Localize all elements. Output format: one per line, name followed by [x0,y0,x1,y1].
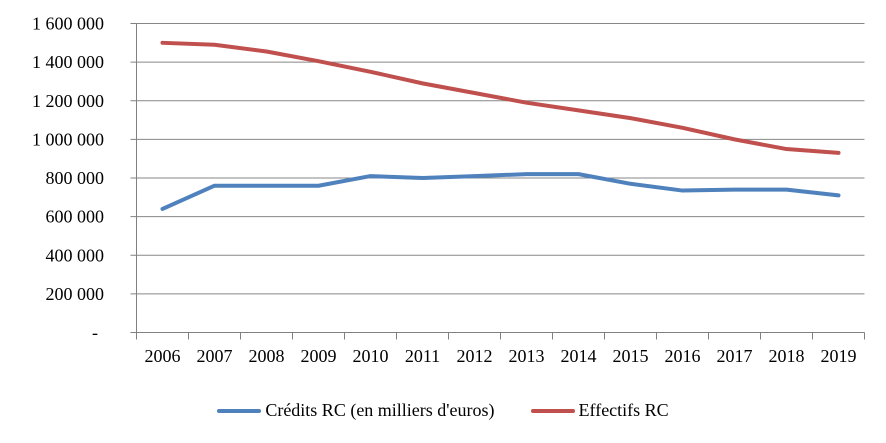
legend-item-effectifs: Effectifs RC [530,400,669,421]
series-line-1 [160,40,841,155]
x-axis-label: 2012 [457,346,493,366]
x-axis-label: 2019 [821,346,857,366]
legend: Crédits RC (en milliers d'euros) Effecti… [0,400,886,421]
axes [136,23,865,340]
series-lines [160,40,841,211]
x-axis-label: 2008 [249,346,285,366]
gridlines [136,23,865,295]
x-axis-label: 2018 [769,346,805,366]
series-line-0 [160,172,841,211]
y-axis-label: - [92,323,98,343]
legend-line-marker-blue [217,408,262,413]
y-axis-label: 1 400 000 [32,52,104,72]
x-axis-label: 2015 [613,346,649,366]
x-axis-label: 2009 [301,346,337,366]
y-axis-label: 1 600 000 [32,14,104,34]
x-axis-label: 2017 [717,346,753,366]
legend-line-marker-red [530,408,575,413]
x-axis-label: 2010 [353,346,389,366]
axis-ticks [130,23,865,340]
x-axis-label: 2016 [665,346,701,366]
y-axis-label: 1 200 000 [32,91,104,111]
y-axis-label: 200 000 [46,284,105,304]
y-axis-labels: - 200 000 400 000 600 000 800 000 1 000 000 1 … [32,14,104,343]
x-axis-label: 2014 [561,346,597,366]
legend-label-credits: Crédits RC (en milliers d'euros) [265,400,495,420]
legend-label-effectifs: Effectifs RC [578,400,669,420]
x-axis-label: 2007 [197,346,233,366]
y-axis-label: 600 000 [46,207,105,227]
x-axis-label: 2006 [145,346,181,366]
y-axis-label: 400 000 [46,245,105,265]
legend-item-credits: Crédits RC (en milliers d'euros) [217,400,495,421]
x-axis-label: 2013 [509,346,545,366]
y-axis-label: 800 000 [46,168,105,188]
x-axis-label: 2011 [405,346,440,366]
x-axis-labels: 2006 2007 2008 2009 2010 2011 2012 2013 2014 2015… [145,346,857,366]
y-axis-label: 1 000 000 [32,129,104,149]
